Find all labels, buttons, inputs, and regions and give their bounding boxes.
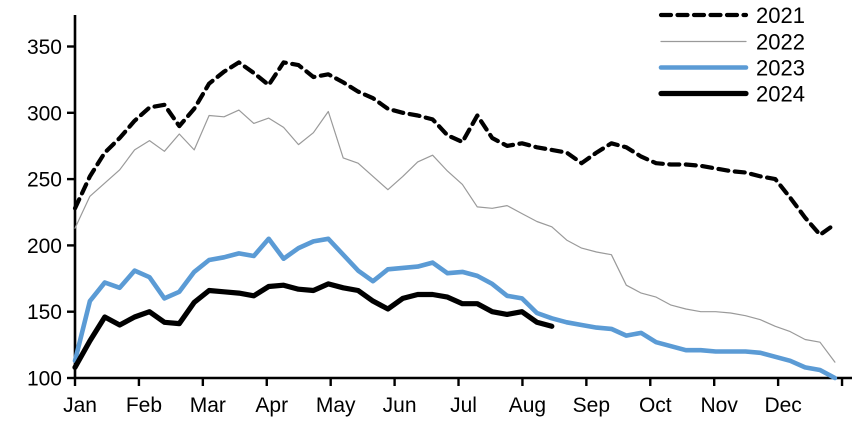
x-tick-label: Mar xyxy=(190,394,226,417)
x-tick-label: Feb xyxy=(126,394,162,417)
y-tick-label: 150 xyxy=(27,301,62,324)
series-line-2021 xyxy=(72,60,838,237)
legend-label-2022: 2022 xyxy=(756,30,805,55)
x-tick-label: Apr xyxy=(255,394,288,417)
x-tick-label: Dec xyxy=(764,394,801,417)
x-tick-label: Oct xyxy=(639,394,672,417)
series-line-2022 xyxy=(74,109,836,363)
series-line-2024 xyxy=(72,281,555,370)
y-tick-label: 300 xyxy=(27,102,62,125)
x-tick-label: Aug xyxy=(509,394,546,417)
series-line-2023 xyxy=(72,236,838,381)
legend-label-2024: 2024 xyxy=(756,82,805,107)
x-tick-label: Jul xyxy=(450,394,477,417)
y-tick-label: 250 xyxy=(27,169,62,192)
axis-labels: 100 150 200 250 300 350 Jan Feb Mar Apr May Jun Jul A… xyxy=(27,36,802,417)
y-tick-label: 200 xyxy=(27,235,62,258)
y-tick-label: 100 xyxy=(27,368,62,391)
legend-item-2024[interactable]: 2024 xyxy=(658,82,805,107)
legend-label-2021: 2021 xyxy=(756,3,805,28)
legend-label-2023: 2023 xyxy=(756,56,805,81)
legend-item-2023[interactable]: 2023 xyxy=(658,56,805,81)
x-tick-label: Jun xyxy=(383,394,417,417)
y-tick-label: 350 xyxy=(27,36,62,59)
legend-item-2021[interactable]: 2021 xyxy=(658,3,805,28)
legend-item-2022[interactable]: 2022 xyxy=(660,30,805,55)
series-lines xyxy=(72,60,838,381)
axes xyxy=(67,15,852,386)
x-tick-label: Nov xyxy=(701,394,739,417)
x-tick-label: Jan xyxy=(63,394,97,417)
x-tick-label: May xyxy=(316,394,356,417)
x-tick-label: Sep xyxy=(573,394,610,417)
